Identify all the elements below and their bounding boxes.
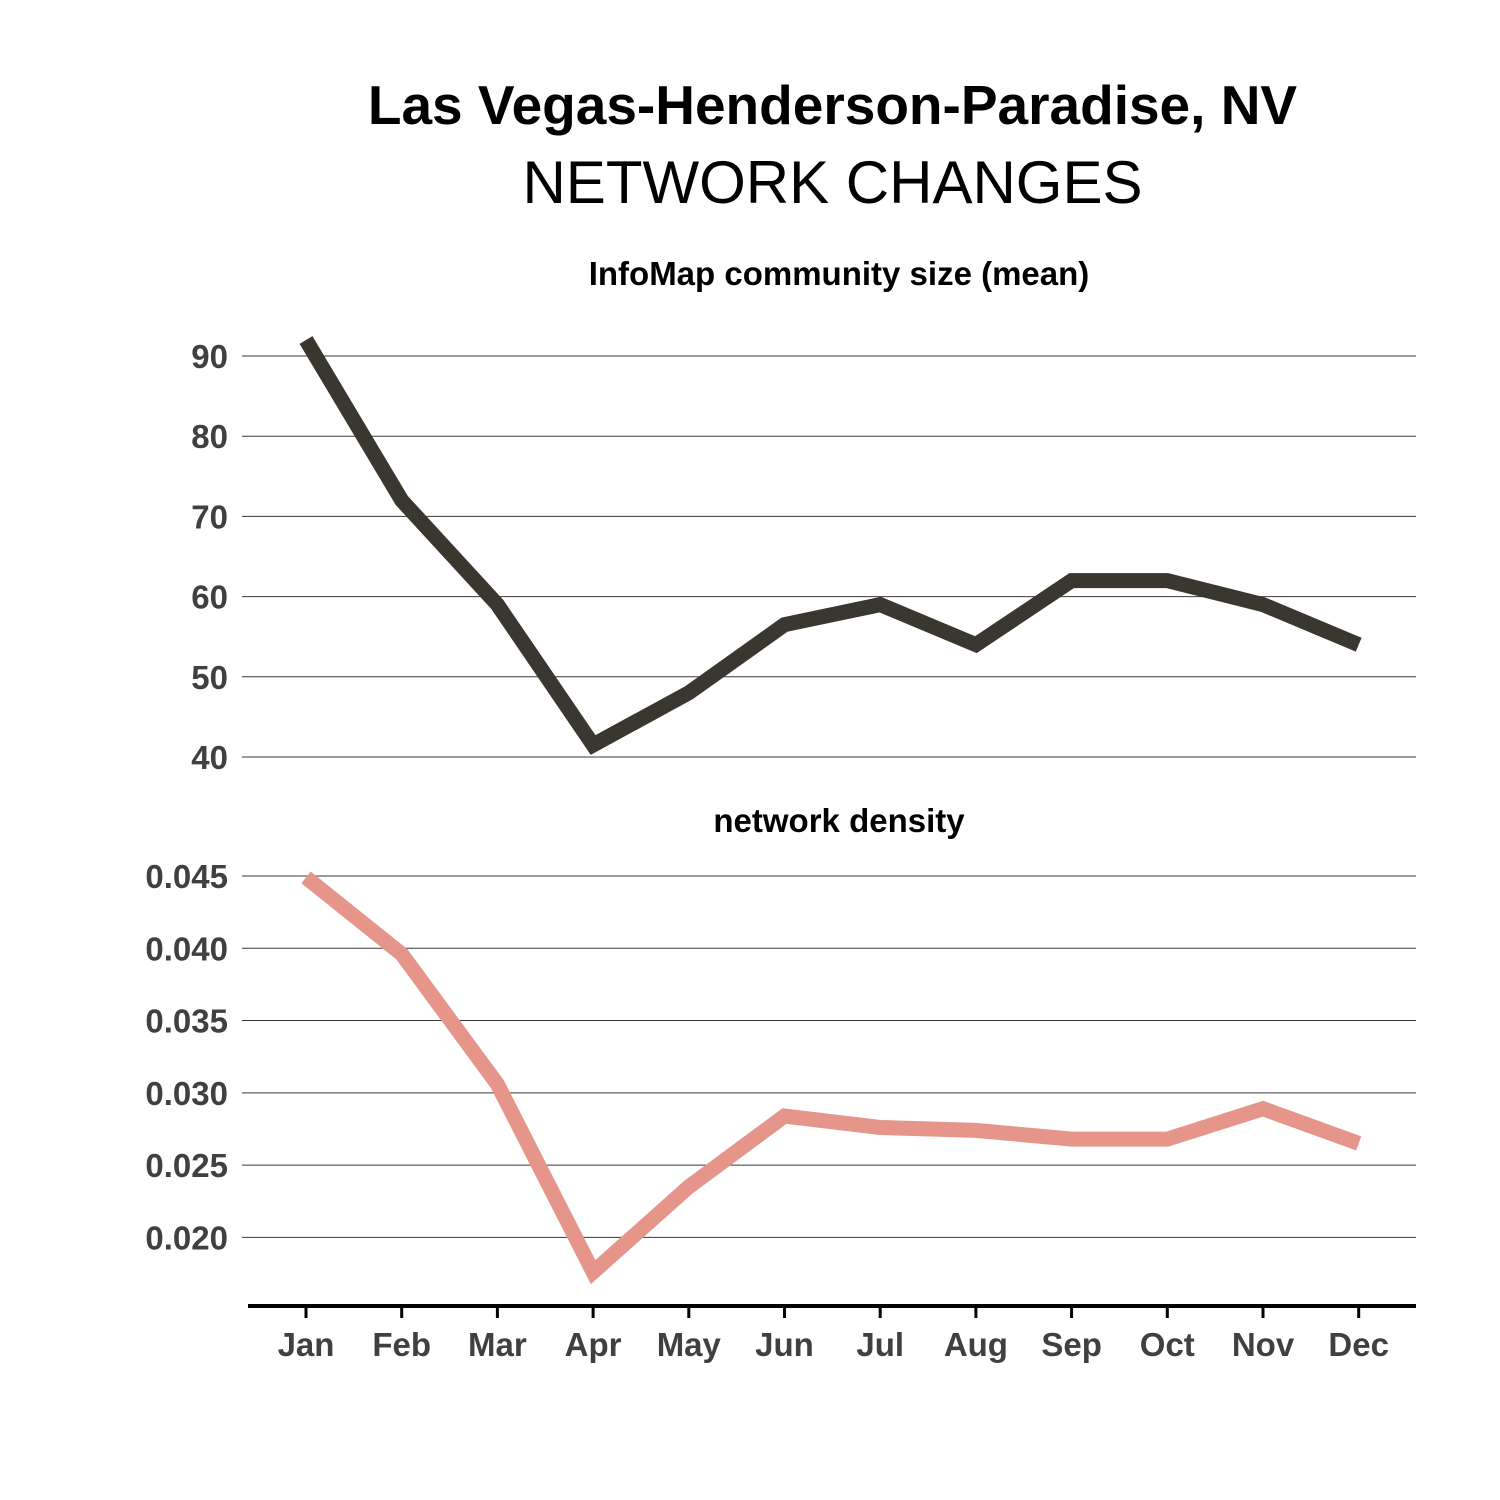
y-tick-label: 40 [191,739,228,776]
y-tick-label: 0.045 [145,858,228,895]
x-tick-label: Dec [1328,1326,1389,1363]
x-tick-label: Mar [468,1326,527,1363]
x-tick-label: Oct [1140,1326,1195,1363]
x-tick-label: Sep [1041,1326,1102,1363]
panel-1: InfoMap community size (mean) 40 50 60 70 80 9… [191,255,1416,776]
page-title: Las Vegas-Henderson-Paradise, NV [367,74,1298,136]
x-tick-label: Apr [565,1326,622,1363]
y-tick-label: 80 [191,418,228,455]
y-tick-label: 0.020 [145,1219,228,1256]
x-axis: Jan Feb Mar Apr May Jun Jul Aug Sep Oct Nov Dec [248,1304,1416,1363]
y-tick-label: 60 [191,579,228,616]
x-tick-label: May [657,1326,722,1363]
panel-2: network density 0.020 0.025 0.030 0.035 0.040… [145,802,1416,1285]
y-tick-label: 0.035 [145,1003,228,1040]
x-tick-label: Jan [278,1326,335,1363]
x-tick-label: Jul [856,1326,904,1363]
y-tick-label: 0.040 [145,930,228,967]
x-tick-label: Nov [1232,1326,1295,1363]
y-tick-label: 0.025 [145,1147,228,1184]
y-tick-label: 70 [191,498,228,535]
x-tick-label: Aug [944,1326,1008,1363]
series-line [301,871,1362,1285]
y-tick-label: 0.030 [145,1075,228,1112]
x-tick-label: Feb [372,1326,431,1363]
page-subtitle: NETWORK CHANGES [522,149,1143,216]
panel-title: InfoMap community size (mean) [589,255,1090,292]
x-tick-label: Jun [755,1326,814,1363]
series-line [299,336,1362,755]
y-tick-label: 90 [191,338,228,375]
y-tick-label: 50 [191,659,228,696]
panel-title: network density [713,802,965,839]
